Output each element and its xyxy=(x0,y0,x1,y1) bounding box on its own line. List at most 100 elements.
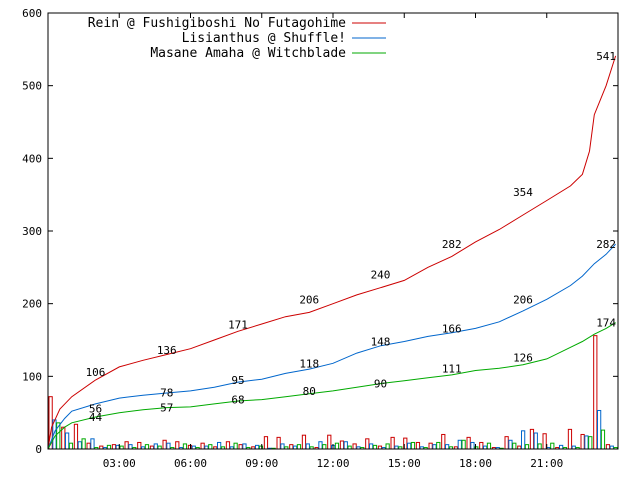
plot-frame xyxy=(47,12,619,450)
y-tick-label: 100 xyxy=(22,370,42,383)
count-bar-1 xyxy=(593,335,598,450)
data-label: 206 xyxy=(299,293,319,306)
count-bar-1 xyxy=(289,444,294,450)
count-bar-1 xyxy=(441,433,446,450)
data-label: 80 xyxy=(303,385,316,398)
data-label: 118 xyxy=(299,357,319,370)
count-bar-2 xyxy=(305,443,310,450)
count-bar-1 xyxy=(529,428,535,450)
legend-label: Lisianthus @ Shuffle! xyxy=(182,31,346,46)
count-bar-2 xyxy=(343,441,348,450)
x-tick-label: 21:00 xyxy=(530,457,563,470)
count-bar-1 xyxy=(365,438,370,450)
data-label: 166 xyxy=(442,322,462,335)
data-label: 174 xyxy=(596,317,616,330)
count-bar-1 xyxy=(605,444,611,450)
count-bar-2 xyxy=(533,432,538,450)
count-bar-2 xyxy=(432,444,437,450)
count-bar-1 xyxy=(73,423,79,450)
bars-layer xyxy=(48,335,618,450)
count-bar-3 xyxy=(182,443,188,450)
count-bar-2 xyxy=(77,441,82,450)
lines-layer xyxy=(47,55,617,450)
count-bar-2 xyxy=(445,444,450,450)
count-bar-3 xyxy=(106,444,112,450)
y-tick-label: 600 xyxy=(22,7,42,20)
count-bar-3 xyxy=(322,444,327,450)
legend: Rein @ Fushigiboshi No FutagohimeLisiant… xyxy=(88,16,386,61)
count-bar-1 xyxy=(175,441,180,450)
count-bar-1 xyxy=(580,433,585,450)
count-bar-3 xyxy=(524,444,530,450)
data-label: 354 xyxy=(513,186,533,199)
y-tick-label: 0 xyxy=(35,443,42,456)
count-bar-2 xyxy=(318,441,323,450)
data-label: 95 xyxy=(231,374,244,387)
count-bar-2 xyxy=(521,430,526,450)
count-bar-3 xyxy=(436,441,441,450)
count-bar-1 xyxy=(339,440,345,450)
legend-label: Rein @ Fushigiboshi No Futagohime xyxy=(88,16,346,31)
count-bar-2 xyxy=(369,443,374,450)
count-bar-2 xyxy=(470,441,475,450)
count-bar-3 xyxy=(600,429,606,450)
count-bar-3 xyxy=(68,442,74,450)
x-tick-label: 09:00 xyxy=(245,457,278,470)
y-tick-label: 200 xyxy=(22,298,42,311)
count-bar-3 xyxy=(550,442,555,450)
count-bar-2 xyxy=(559,444,564,450)
count-bar-1 xyxy=(390,436,395,450)
count-bar-3 xyxy=(296,444,302,450)
count-bar-3 xyxy=(208,444,213,450)
count-bar-1 xyxy=(187,444,193,450)
count-bar-2 xyxy=(597,409,602,450)
data-label: 148 xyxy=(371,335,391,348)
count-bar-2 xyxy=(280,443,285,450)
count-bar-2 xyxy=(166,442,171,450)
data-label: 78 xyxy=(160,386,173,399)
count-bar-1 xyxy=(61,426,66,450)
count-bar-3 xyxy=(334,442,340,450)
count-bar-3 xyxy=(461,439,466,450)
count-bar-2 xyxy=(90,438,95,450)
count-bar-2 xyxy=(242,443,247,450)
data-label: 106 xyxy=(86,366,106,379)
count-bar-2 xyxy=(584,435,589,450)
count-bar-1 xyxy=(567,428,573,450)
x-tick-label: 12:00 xyxy=(316,457,349,470)
data-label: 44 xyxy=(89,411,103,424)
data-label: 206 xyxy=(513,293,533,306)
count-bar-2 xyxy=(65,432,70,450)
count-bar-1 xyxy=(504,436,509,450)
data-label: 68 xyxy=(231,394,244,407)
series-line-2 xyxy=(47,243,616,450)
count-bar-1 xyxy=(415,441,421,450)
count-bar-2 xyxy=(457,439,462,450)
count-bar-1 xyxy=(137,441,142,450)
x-tick-label: 03:00 xyxy=(103,457,136,470)
count-bar-1 xyxy=(276,436,281,450)
data-label: 90 xyxy=(374,378,387,391)
data-label: 126 xyxy=(513,351,533,364)
count-bar-1 xyxy=(238,444,243,450)
count-bar-3 xyxy=(144,444,150,450)
count-bar-1 xyxy=(162,439,167,450)
count-bar-2 xyxy=(153,443,158,450)
y-tick-label: 300 xyxy=(22,225,42,238)
count-bar-1 xyxy=(200,442,205,450)
legend-label: Masane Amaha @ Witchblade xyxy=(150,46,346,61)
count-bar-1 xyxy=(124,441,129,450)
count-bar-1 xyxy=(352,443,357,450)
count-bar-1 xyxy=(263,436,269,450)
x-tick-label: 18:00 xyxy=(459,457,492,470)
data-label: 171 xyxy=(228,319,248,332)
count-bar-2 xyxy=(217,441,222,450)
count-bar-3 xyxy=(537,443,542,450)
data-label: 282 xyxy=(442,238,462,251)
count-bar-3 xyxy=(372,444,378,450)
count-bar-2 xyxy=(255,444,260,450)
count-bar-1 xyxy=(479,441,484,450)
count-bar-1 xyxy=(111,444,117,450)
count-bar-3 xyxy=(233,442,238,450)
